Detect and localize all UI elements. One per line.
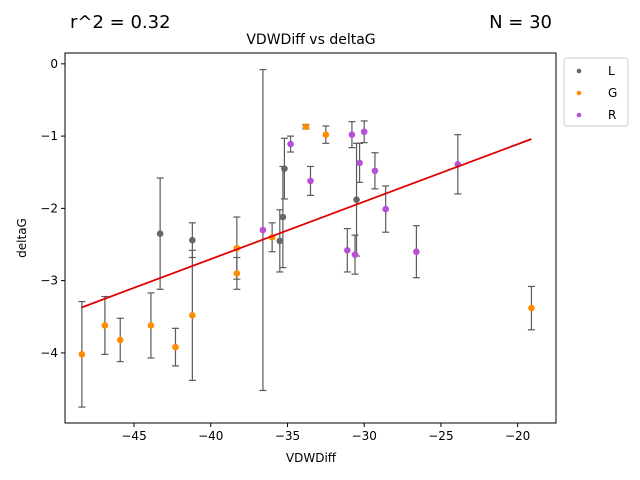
data-point-G (233, 270, 241, 277)
data-point-R (382, 205, 389, 213)
data-point-G (78, 351, 86, 358)
data-point-R (259, 226, 267, 234)
data-point-R (287, 140, 294, 148)
data-point-L (156, 230, 164, 237)
data-point-G (116, 336, 124, 344)
x-axis-label: VDWDiff (286, 451, 337, 465)
y-axis-label: deltaG (15, 218, 29, 258)
data-point-G (189, 312, 196, 319)
data-point-R (344, 246, 351, 254)
legend-marker-R (576, 112, 582, 118)
data-point-L (279, 213, 287, 221)
plot-frame (64, 52, 557, 424)
data-point-G (302, 123, 310, 131)
y-tick-label: −4 (40, 346, 58, 360)
n-count-annotation: N = 30 (489, 12, 552, 33)
regression-line (81, 138, 532, 309)
legend-label-R: R (608, 108, 616, 122)
y-tick-label: −3 (40, 274, 58, 288)
data-point-R (371, 167, 379, 175)
data-point-L (189, 236, 196, 244)
legend-label-L: L (608, 64, 615, 78)
data-point-G (101, 322, 109, 329)
data-point-R (356, 159, 363, 167)
data-point-R (413, 248, 420, 256)
x-tick-label: −25 (428, 429, 453, 443)
axes: −45 −40 −35 −30 −25 −20 0 −1 −2 −3 −4 (40, 57, 530, 443)
data-point-R (348, 131, 356, 138)
r-squared-annotation: r^2 = 0.32 (70, 12, 171, 33)
data-point-G (147, 322, 155, 329)
plot-area (78, 69, 535, 408)
x-tick-label: −30 (352, 429, 377, 443)
legend-box (563, 57, 629, 127)
y-tick-label: 0 (50, 57, 58, 71)
data-point-L (353, 196, 360, 203)
data-point-G (322, 131, 330, 138)
x-tick-label: −35 (275, 429, 300, 443)
legend-marker-G (576, 90, 582, 96)
x-tick-label: −20 (505, 429, 530, 443)
data-point-R (307, 177, 314, 185)
data-point-R (360, 128, 368, 136)
data-point-G (528, 304, 535, 312)
x-tick-label: −45 (121, 429, 146, 443)
chart-title: VDWDiff vs deltaG (246, 32, 375, 48)
data-point-L (281, 165, 288, 172)
data-point-L (276, 237, 284, 245)
data-point-G (172, 343, 179, 351)
y-tick-label: −2 (40, 201, 58, 215)
x-tick-label: −40 (198, 429, 223, 443)
data-point-R (351, 251, 359, 258)
y-tick-label: −1 (40, 129, 58, 143)
legend: LGR (563, 57, 629, 127)
legend-marker-L (576, 68, 582, 74)
legend-label-G: G (608, 86, 617, 100)
